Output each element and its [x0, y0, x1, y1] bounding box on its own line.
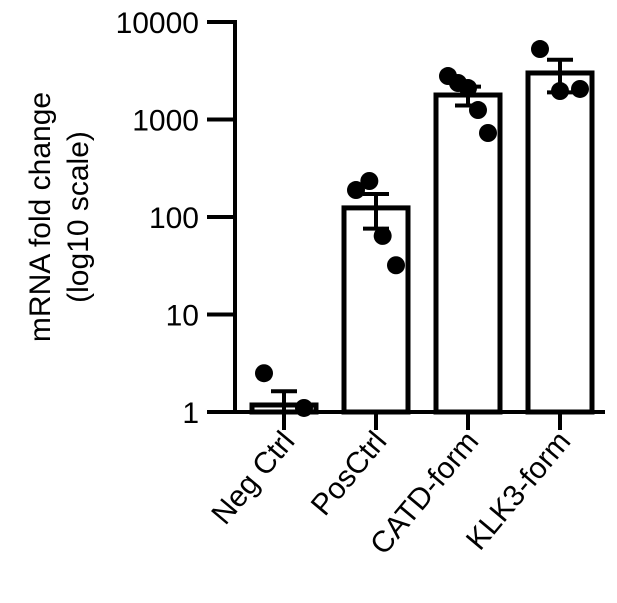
- data-point: [347, 181, 365, 200]
- y-tick-label: 1000: [132, 105, 199, 138]
- x-tick-label: Neg Ctrl: [205, 425, 301, 531]
- data-point: [255, 364, 273, 383]
- y-axis-label: (log10 scale): [62, 131, 95, 303]
- bar: [525, 70, 595, 415]
- x-tick-label: PosCtrl: [305, 425, 394, 522]
- data-point: [459, 79, 477, 98]
- y-tick-label: 100: [149, 202, 199, 235]
- data-point: [479, 124, 497, 143]
- data-point: [469, 101, 487, 120]
- y-tick-label: 10: [166, 300, 199, 333]
- data-point: [551, 82, 569, 101]
- bar: [433, 92, 503, 415]
- y-tick-label: 1: [182, 397, 199, 430]
- data-point: [387, 256, 405, 275]
- data-point: [571, 79, 589, 98]
- data-point: [295, 398, 313, 417]
- data-point: [373, 226, 392, 245]
- data-point: [531, 40, 549, 59]
- data-point: [360, 172, 379, 191]
- y-axis-label: mRNA fold change: [24, 92, 57, 342]
- y-tick-label: 10000: [116, 7, 199, 40]
